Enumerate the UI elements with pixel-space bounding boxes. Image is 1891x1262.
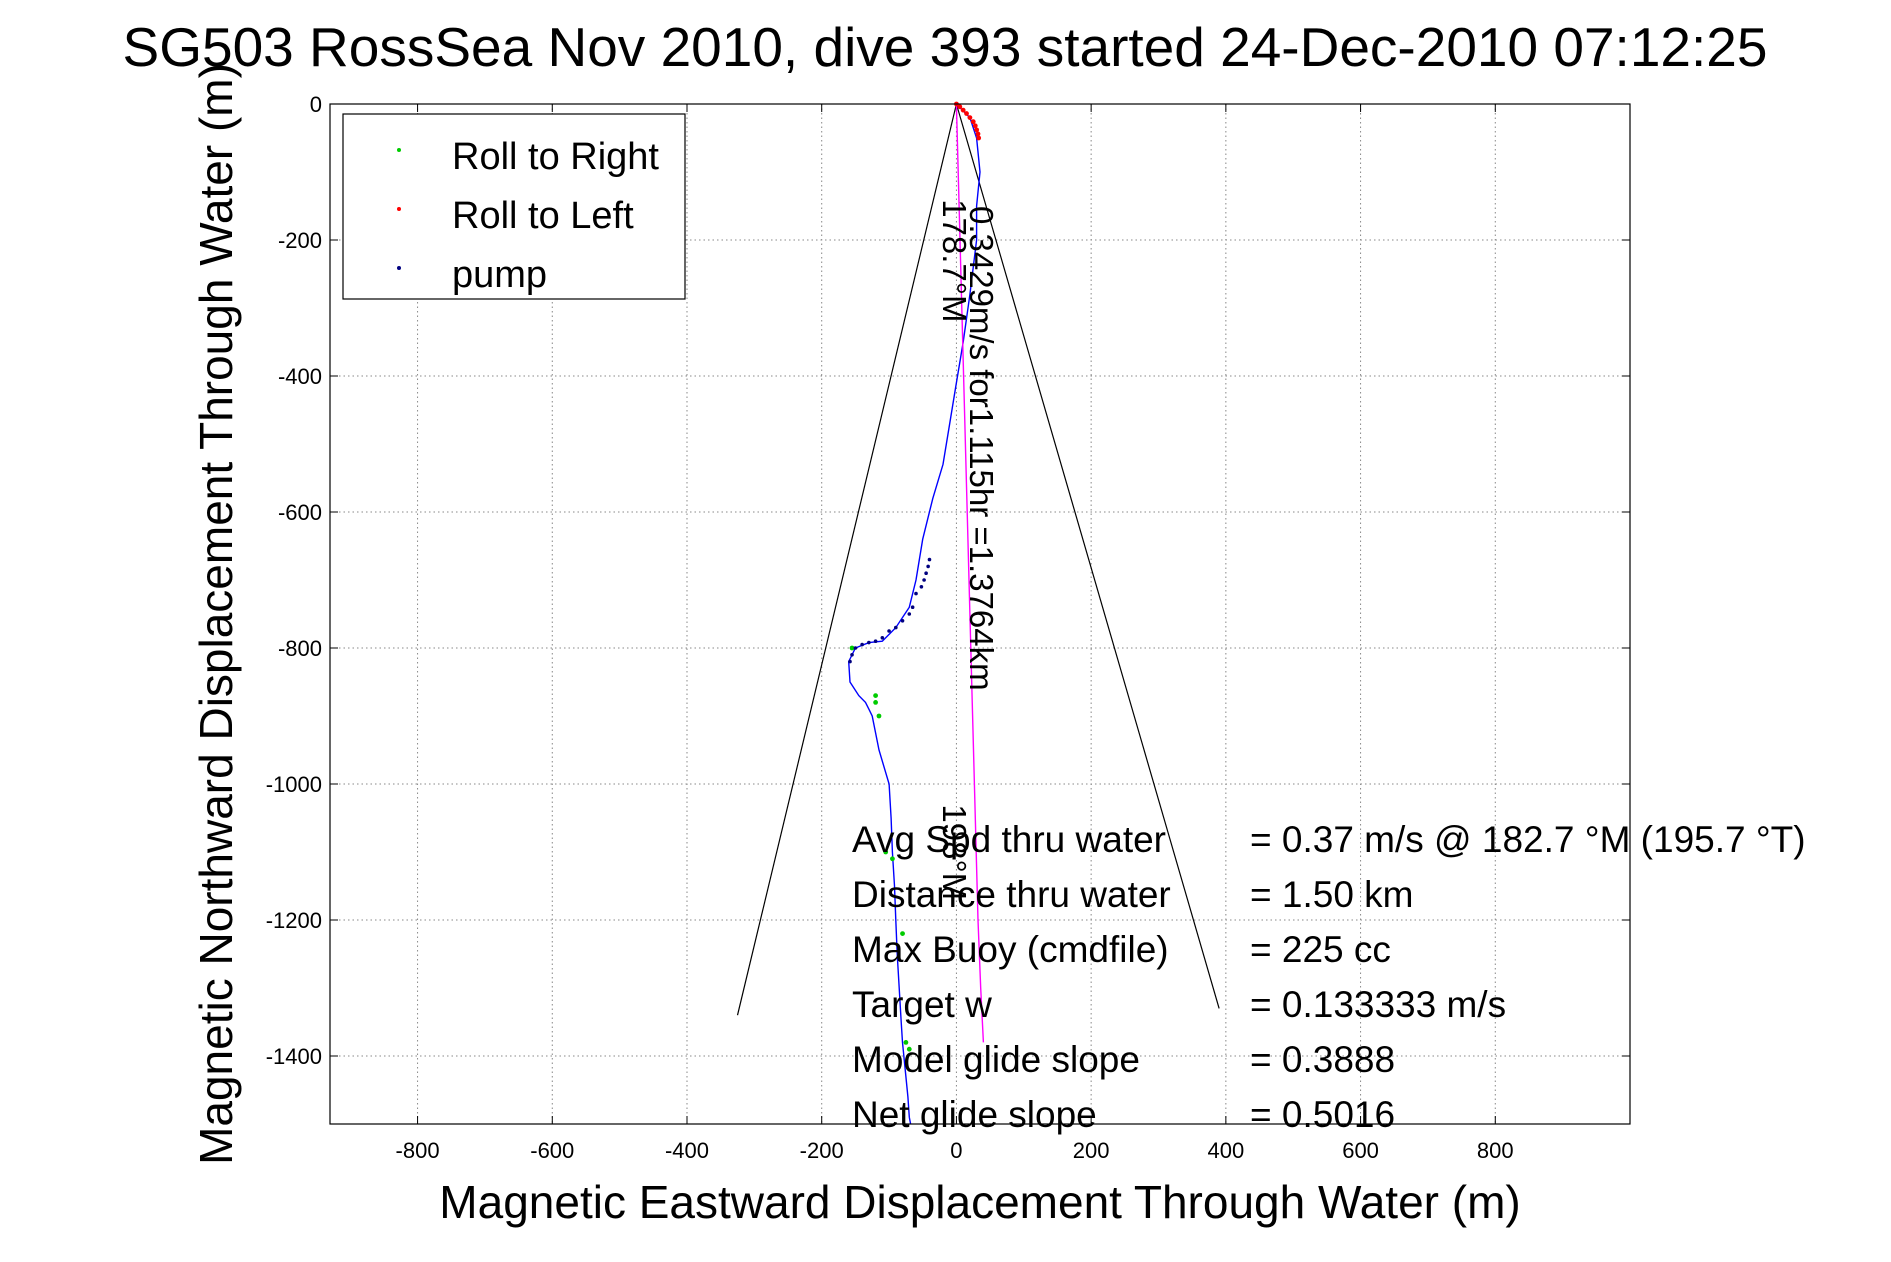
y-tick-label: -600 bbox=[278, 500, 322, 525]
x-tick-label: -400 bbox=[665, 1138, 709, 1163]
y-axis-label: Magnetic Northward Displacement Through … bbox=[190, 63, 242, 1165]
y-tick-label: -1200 bbox=[266, 908, 322, 933]
roll-right-point bbox=[906, 1046, 912, 1052]
x-tick-label: -800 bbox=[396, 1138, 440, 1163]
x-axis-label: Magnetic Eastward Displacement Through W… bbox=[439, 1176, 1520, 1228]
pump-point bbox=[900, 619, 905, 623]
roll-right-point bbox=[873, 693, 878, 698]
roll-right-point bbox=[876, 713, 882, 719]
x-tick-label: -600 bbox=[530, 1138, 574, 1163]
stat-value: = 1.50 km bbox=[1250, 874, 1414, 915]
stat-label: Max Buoy (cmdfile) bbox=[852, 929, 1169, 970]
y-tick-label: -1400 bbox=[266, 1044, 322, 1069]
legend-marker bbox=[397, 148, 401, 152]
roll-left-point bbox=[964, 111, 969, 116]
heading-cone-line bbox=[736, 103, 958, 1016]
roll-left-point bbox=[957, 104, 963, 110]
pump-point bbox=[887, 629, 891, 633]
pump-point bbox=[853, 646, 858, 650]
heading-cone-line bbox=[955, 103, 1220, 1009]
roll-left-point bbox=[974, 127, 980, 133]
roll-left-point bbox=[975, 131, 981, 137]
pump-point bbox=[867, 640, 871, 645]
roll-left-point bbox=[972, 123, 978, 129]
stat-value: = 0.37 m/s @ 182.7 °M (195.7 °T) bbox=[1250, 819, 1806, 860]
x-tick-label: 800 bbox=[1477, 1138, 1514, 1163]
roll-right-point bbox=[900, 931, 905, 936]
roll-right-point bbox=[883, 849, 889, 855]
series-line bbox=[955, 103, 985, 1043]
track-annotation: 178.7°M bbox=[936, 199, 973, 322]
pump-point bbox=[880, 636, 885, 640]
roll-right-point bbox=[890, 856, 895, 862]
legend-label: pump bbox=[452, 254, 547, 296]
stat-label: Avg Spd thru water bbox=[852, 819, 1166, 860]
stat-value: = 0.3888 bbox=[1250, 1039, 1395, 1080]
pump-point bbox=[873, 639, 878, 643]
roll-right-point bbox=[873, 700, 878, 705]
x-tick-label: 0 bbox=[950, 1138, 962, 1163]
stat-label: Distance thru water bbox=[852, 874, 1171, 915]
roll-right-point bbox=[903, 1040, 909, 1045]
x-tick-label: 200 bbox=[1073, 1138, 1110, 1163]
x-tick-label: -200 bbox=[800, 1138, 844, 1163]
marker-points bbox=[848, 101, 982, 1052]
legend: Roll to Right Roll to Left pump bbox=[342, 113, 686, 300]
roll-left-point bbox=[960, 107, 966, 113]
stat-label: Net glide slope bbox=[852, 1094, 1097, 1135]
pump-point bbox=[860, 642, 864, 647]
legend-label: Roll to Right bbox=[452, 136, 659, 178]
track-annotation: 198°M bbox=[936, 804, 973, 900]
stat-value: = 225 cc bbox=[1250, 929, 1391, 970]
x-tick-label: 400 bbox=[1207, 1138, 1244, 1163]
y-tick-label: -200 bbox=[278, 228, 322, 253]
roll-left-point bbox=[976, 135, 982, 141]
y-tick-label: -1000 bbox=[266, 772, 322, 797]
plot-frame bbox=[329, 103, 1631, 1125]
stat-value: = 0.5016 bbox=[1250, 1094, 1395, 1135]
roll-left-point bbox=[967, 115, 973, 120]
x-axis-ticks: -800 -600 -400 -200 0 200 400 600 800 bbox=[396, 104, 1514, 1163]
pump-point bbox=[927, 557, 932, 562]
pump-point bbox=[910, 605, 915, 609]
stat-label: Target w bbox=[852, 984, 992, 1025]
pump-point bbox=[848, 659, 852, 664]
roll-right-point bbox=[849, 645, 855, 651]
stat-label: Model glide slope bbox=[852, 1039, 1140, 1080]
pump-point bbox=[907, 612, 912, 616]
pump-point bbox=[850, 653, 854, 657]
legend-marker bbox=[397, 207, 401, 211]
roll-left-point bbox=[970, 119, 976, 125]
legend-label: Roll to Left bbox=[452, 195, 634, 237]
pump-point bbox=[914, 591, 918, 596]
pump-point bbox=[919, 585, 924, 589]
y-tick-label: 0 bbox=[310, 92, 322, 117]
stat-value: = 0.133333 m/s bbox=[1250, 984, 1506, 1025]
x-tick-label: 600 bbox=[1342, 1138, 1379, 1163]
dive-statistics: Avg Spd thru water = 0.37 m/s @ 182.7 °M … bbox=[852, 819, 1806, 1135]
y-axis-ticks: 0 -200 -400 -600 -800 -1000 -1200 -1400 bbox=[266, 92, 1630, 1069]
y-tick-label: -400 bbox=[278, 364, 322, 389]
legend-marker bbox=[397, 266, 401, 270]
pump-point bbox=[924, 571, 928, 575]
chart-title: SG503 RossSea Nov 2010, dive 393 started… bbox=[123, 16, 1768, 78]
y-tick-label: -800 bbox=[278, 636, 322, 661]
heading-cone-lines bbox=[736, 103, 1220, 1016]
pump-point bbox=[894, 625, 898, 630]
track-annotation: 0.3429m/s for1.115hr =1.3764km bbox=[963, 206, 1000, 691]
pump-point bbox=[926, 564, 930, 569]
pump-point bbox=[922, 578, 926, 582]
